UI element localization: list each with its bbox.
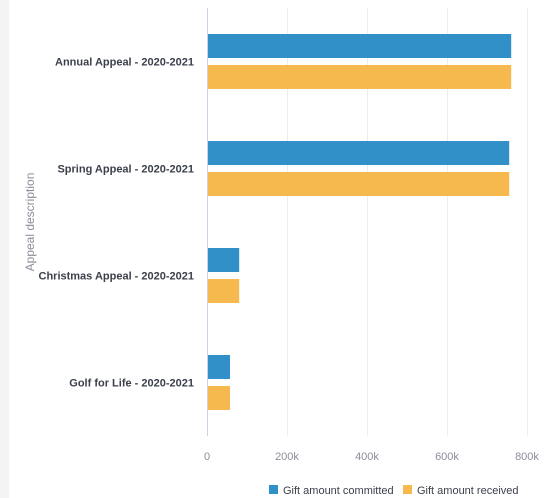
bar-received[interactable] xyxy=(208,279,240,303)
legend-label: Gift amount committed xyxy=(283,485,394,497)
legend-label: Gift amount received xyxy=(417,485,519,497)
bar-committed[interactable] xyxy=(208,355,230,379)
x-tick-label: 800k xyxy=(515,451,539,463)
category-label: Spring Appeal - 2020-2021 xyxy=(57,164,194,176)
x-tick-label: 400k xyxy=(355,451,379,463)
category-label: Golf for Life - 2020-2021 xyxy=(69,378,194,390)
bars xyxy=(208,34,512,410)
legend-item-received[interactable]: Gift amount received xyxy=(403,485,519,497)
left-margin-strip xyxy=(0,0,9,498)
bar-committed[interactable] xyxy=(208,141,510,165)
category-label: Annual Appeal - 2020-2021 xyxy=(55,57,194,69)
bar-committed[interactable] xyxy=(208,34,512,58)
bar-committed[interactable] xyxy=(208,248,240,272)
x-tick-label: 600k xyxy=(435,451,459,463)
bar-received[interactable] xyxy=(208,65,512,89)
category-label: Christmas Appeal - 2020-2021 xyxy=(39,271,195,283)
y-axis-title: Appeal description xyxy=(23,173,37,272)
x-tick-label: 0 xyxy=(204,451,210,463)
bar-received[interactable] xyxy=(208,386,230,410)
category-labels: Annual Appeal - 2020-2021 Spring Appeal -… xyxy=(39,57,195,390)
x-tick-label: 200k xyxy=(275,451,299,463)
legend-swatch xyxy=(403,485,412,494)
legend-item-committed[interactable]: Gift amount committed xyxy=(269,485,394,497)
legend-swatch xyxy=(269,485,278,494)
x-tick-labels: 0 200k 400k 600k 800k xyxy=(204,451,539,463)
legend[interactable]: Gift amount committed Gift amount receive… xyxy=(269,485,519,497)
bar-received[interactable] xyxy=(208,172,510,196)
